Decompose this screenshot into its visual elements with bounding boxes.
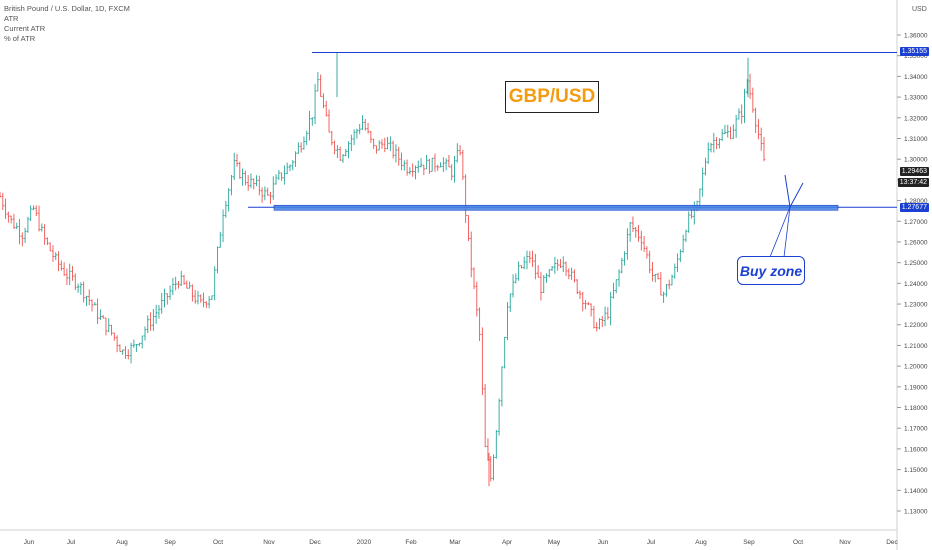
x-tick-label: Aug — [116, 539, 128, 546]
title-annotation: GBP/USD — [505, 81, 599, 113]
currency-label: USD — [912, 6, 927, 13]
y-tick-label: 1.25000 — [904, 260, 928, 267]
x-tick-label: May — [548, 539, 561, 546]
y-tick-label: 1.20000 — [904, 364, 928, 371]
symbol-line: British Pound / U.S. Dollar, 1D, FXCM — [4, 4, 130, 13]
x-tick-label: Mar — [449, 539, 461, 546]
y-tick-label: 1.27000 — [904, 219, 928, 226]
callout-pointer — [783, 206, 791, 258]
chart-header: British Pound / U.S. Dollar, 1D, FXCM AT… — [4, 4, 130, 44]
y-tick-label: 1.34000 — [904, 74, 928, 81]
y-tick-label: 1.28000 — [904, 198, 928, 205]
y-tick-label: 1.17000 — [904, 426, 928, 433]
y-tick-label: 1.31000 — [904, 136, 928, 143]
x-tick-label: Jun — [598, 539, 609, 546]
y-tick-label: 1.24000 — [904, 281, 928, 288]
x-tick-label: Feb — [405, 539, 417, 546]
y-tick-label: 1.35000 — [904, 53, 928, 60]
y-tick-label: 1.18000 — [904, 405, 928, 412]
x-tick-label: Sep — [164, 539, 176, 546]
y-tick-label: 1.16000 — [904, 446, 928, 453]
x-tick-label: Jul — [647, 539, 656, 546]
y-tick-label: 1.14000 — [904, 488, 928, 495]
y-tick-label: 1.13000 — [904, 509, 928, 516]
y-tick-label: 1.32000 — [904, 115, 928, 122]
y-tick-label: 1.15000 — [904, 467, 928, 474]
support-zone — [273, 204, 839, 211]
top-line-price-tag: 1.35155 — [899, 47, 929, 56]
arrow-line — [789, 182, 804, 208]
indicator-pct-atr: % of ATR — [4, 34, 36, 43]
x-tick-label: Jul — [67, 539, 76, 546]
buy-zone-callout: Buy zone — [737, 256, 805, 285]
y-tick-label: 1.19000 — [904, 384, 928, 391]
x-tick-label: Jun — [24, 539, 35, 546]
last-price-tag: 1.29463 — [899, 167, 929, 176]
y-tick-label: 1.33000 — [904, 95, 928, 102]
x-tick-label: Oct — [213, 539, 223, 546]
x-tick-label: Dec — [309, 539, 321, 546]
arrow-line — [784, 174, 791, 208]
y-tick-label: 1.21000 — [904, 343, 928, 350]
callout-pointer — [769, 206, 791, 258]
x-tick-label: Apr — [502, 539, 513, 546]
x-tick-label: Aug — [695, 539, 707, 546]
x-tick-label: 2020 — [357, 539, 372, 546]
y-tick-label: 1.22000 — [904, 322, 928, 329]
y-tick-label: 1.36000 — [904, 33, 928, 40]
x-tick-label: Nov — [263, 539, 275, 546]
countdown-tag: 13:37:42 — [897, 178, 929, 187]
indicator-current-atr: Current ATR — [4, 24, 46, 33]
x-tick-label: Nov — [839, 539, 851, 546]
y-tick-label: 1.30000 — [904, 157, 928, 164]
x-tick-label: Oct — [793, 539, 803, 546]
y-tick-label: 1.26000 — [904, 239, 928, 246]
indicator-atr: ATR — [4, 14, 19, 23]
support-price-tag: 1.27677 — [899, 203, 929, 212]
y-tick-label: 1.23000 — [904, 302, 928, 309]
x-tick-label: Dec — [886, 539, 898, 546]
x-tick-label: Sep — [743, 539, 755, 546]
